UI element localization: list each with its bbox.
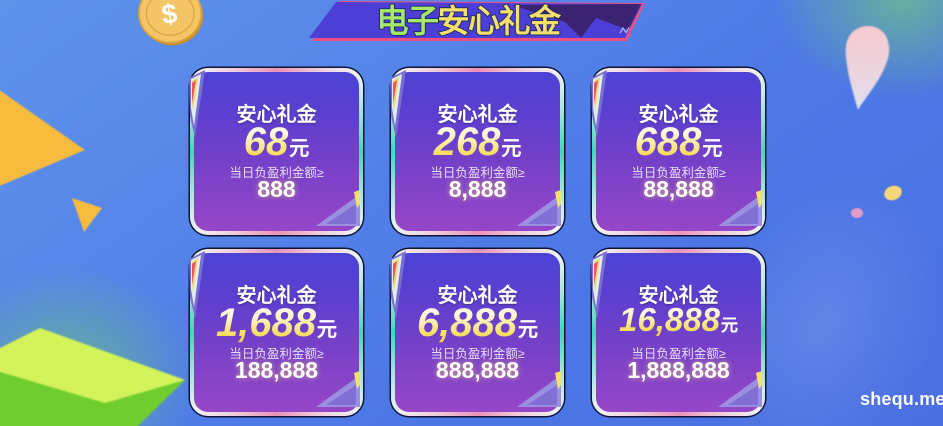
svg-text:电子安心礼金: 电子安心礼金: [376, 3, 562, 39]
